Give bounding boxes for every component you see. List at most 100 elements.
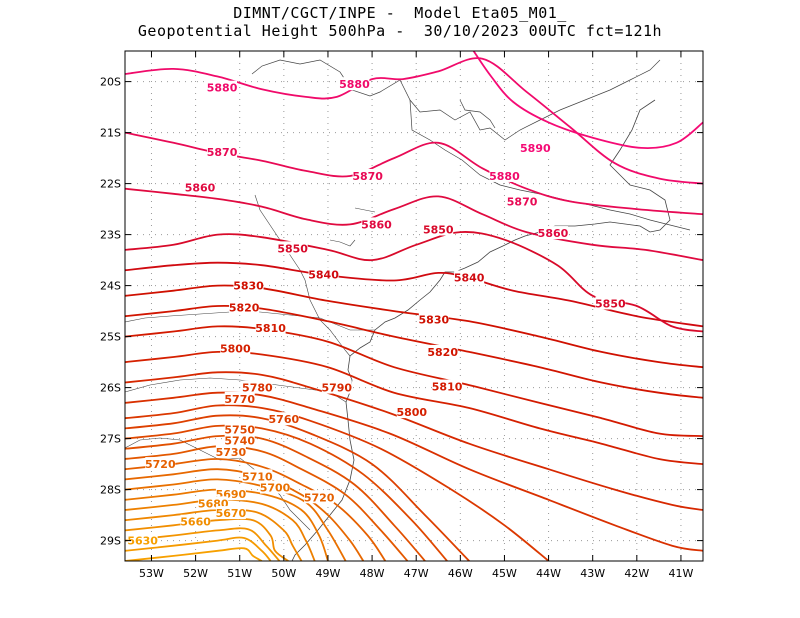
x-tick-label: 46W <box>448 567 473 580</box>
contour-label: 5630 <box>127 535 158 548</box>
contour-label-bg <box>277 241 308 255</box>
contour-label: 5850 <box>595 297 626 310</box>
contour-line-5720 <box>125 458 387 561</box>
contour-label-bg <box>489 168 520 182</box>
y-tick-label: 26S <box>100 382 121 395</box>
contour-line-5830 <box>125 284 703 369</box>
contour-line-5850 <box>125 231 703 333</box>
contour-label-bg <box>233 278 264 292</box>
contour-line-5660 <box>125 517 289 561</box>
contour-label: 5790 <box>321 382 352 395</box>
contour-label-bg <box>339 77 370 91</box>
contour-label-bg <box>215 506 246 520</box>
contour-label-bg <box>242 469 273 483</box>
contour-label-bg <box>145 457 176 471</box>
y-tick-label: 24S <box>100 280 121 293</box>
chart-title-line1: DIMNT/CGCT/INPE - Model Eta05_M01_ <box>233 4 567 22</box>
contour-label: 5870 <box>207 146 238 159</box>
y-tick-label: 25S <box>100 331 121 344</box>
contour-label: 5810 <box>432 381 463 394</box>
contour-line-5890 <box>472 51 703 150</box>
x-tick-label: 45W <box>492 567 517 580</box>
contour-label: 5660 <box>180 516 211 529</box>
chart-title-line2: Geopotential Height 500hPa - 30/10/2023 … <box>137 22 663 40</box>
contour-line-5860 <box>125 187 703 261</box>
contour-line-5880 <box>125 57 703 185</box>
contour-line-5730 <box>125 445 409 561</box>
contour-label-bg <box>255 320 286 334</box>
contour-label: 5850 <box>423 224 454 237</box>
x-tick-label: 49W <box>316 567 341 580</box>
contour-label: 5820 <box>427 346 458 359</box>
contour-line-5810 <box>125 325 703 437</box>
contour-label-bg <box>229 300 260 314</box>
contour-label-bg <box>224 422 255 436</box>
y-tick-label: 23S <box>100 229 121 242</box>
contour-line-5740 <box>125 434 426 561</box>
contour-label: 5840 <box>454 271 485 284</box>
contour-label: 5870 <box>352 170 383 183</box>
contour-label-bg <box>220 341 251 355</box>
contour-line-5840 <box>125 261 703 328</box>
contour-line-5750 <box>125 424 448 561</box>
x-tick-label: 52W <box>183 567 208 580</box>
y-tick-label: 28S <box>100 484 121 497</box>
contour-label-bg <box>507 194 538 208</box>
contour-label-bg <box>418 312 449 326</box>
contour-line-5690 <box>125 488 329 561</box>
contour-label-bg <box>427 344 458 358</box>
contour-label: 5850 <box>277 242 308 255</box>
x-tick-label: 43W <box>580 567 605 580</box>
contour-line-5790 <box>125 371 703 511</box>
contour-label-bg <box>423 222 454 236</box>
contour-label-bg <box>321 380 352 394</box>
x-tick-label: 53W <box>139 567 164 580</box>
contour-label: 5860 <box>361 218 392 231</box>
y-tick-label: 20S <box>100 76 121 89</box>
y-tick-label: 27S <box>100 433 121 446</box>
contour-line-5670 <box>125 508 303 561</box>
contour-line-5770 <box>125 404 550 561</box>
contour-label: 5870 <box>507 195 538 208</box>
contour-label: 5810 <box>255 322 286 335</box>
contour-label: 5720 <box>145 458 176 471</box>
y-tick-label: 22S <box>100 178 121 191</box>
contour-label-bg <box>260 480 291 494</box>
contour-labels: 5880 5880 5870 5870 5880 5890 5860 5870 5860 5850… <box>127 77 626 548</box>
contour-label: 5830 <box>419 313 450 326</box>
contour-label-bg <box>308 267 339 281</box>
contour-label: 5780 <box>242 382 273 395</box>
contour-line-5640 <box>125 536 272 561</box>
contour-label-bg <box>268 412 299 426</box>
contour-label: 5860 <box>538 227 569 240</box>
x-tick-label: 47W <box>404 567 429 580</box>
contour-label-bg <box>304 490 335 504</box>
contour-label: 5760 <box>269 413 300 426</box>
contour-label: 5740 <box>224 435 255 448</box>
contour-label-bg <box>454 270 485 284</box>
contour-label-bg <box>185 180 216 194</box>
contour-lines <box>125 51 703 561</box>
contour-label: 5840 <box>308 268 339 281</box>
contour-label: 5670 <box>216 507 247 520</box>
contour-label-bg <box>361 217 392 231</box>
contour-line-5650 <box>125 527 281 561</box>
x-tick-label: 41W <box>669 567 694 580</box>
contour-label-bg <box>215 444 246 458</box>
contour-label-bg <box>207 80 238 94</box>
x-tick-label: 50W <box>271 567 296 580</box>
contour-label-bg <box>127 533 158 547</box>
contour-label-bg <box>595 296 626 310</box>
contour-label-bg <box>396 405 427 419</box>
contour-label-bg <box>537 226 568 240</box>
contour-label-bg <box>520 140 551 154</box>
contour-label: 5700 <box>260 482 291 495</box>
contour-label: 5750 <box>224 423 255 436</box>
contour-label: 5830 <box>233 280 264 293</box>
axes: 53W 52W 51W 50W 49W 48W 47W 46W 45W 44W 43W 42W 41W 2… <box>100 51 703 580</box>
contour-line-5760 <box>125 414 470 561</box>
contour-label: 5720 <box>304 491 335 504</box>
plot-frame <box>124 50 704 562</box>
y-tick-label: 21S <box>100 127 121 140</box>
